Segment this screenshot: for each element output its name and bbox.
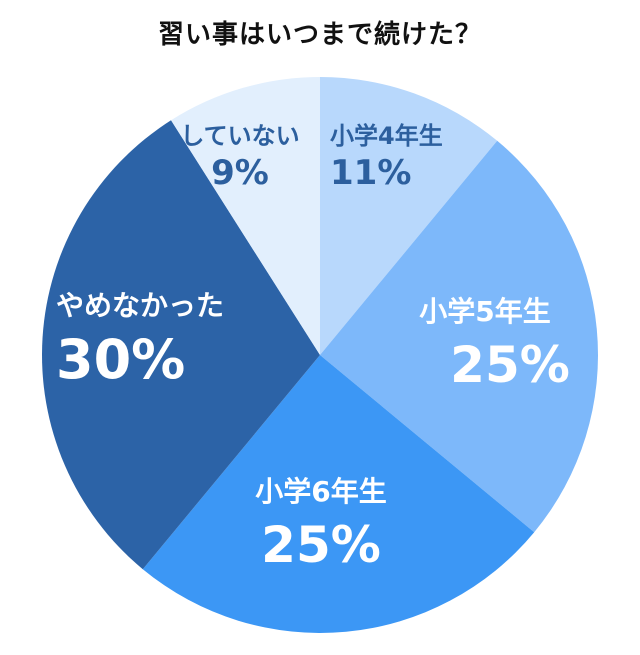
slice-label-grade4: 小学4年生 11% bbox=[330, 116, 462, 193]
slice-grade5 bbox=[320, 140, 598, 533]
slice-label-not-doing: していない 9% bbox=[170, 116, 310, 193]
slice-category: 小学6年生 bbox=[255, 475, 387, 508]
slice-category: 小学5年生 bbox=[419, 295, 551, 328]
slice-did-not-quit bbox=[42, 120, 320, 570]
chart-title: 習い事はいつまで続けた？ bbox=[157, 20, 482, 50]
slice-label-grade5: 小学5年生 25% bbox=[400, 290, 570, 394]
slice-percent: 11% bbox=[330, 153, 412, 193]
slice-label-grade6: 小学6年生 25% bbox=[236, 470, 406, 574]
slice-not-doing bbox=[171, 77, 320, 355]
slice-category: していない bbox=[180, 122, 300, 150]
slice-percent: 25% bbox=[261, 516, 381, 574]
slice-category: 小学4年生 bbox=[330, 122, 443, 150]
slice-category: やめなかった bbox=[56, 289, 225, 322]
slice-percent: 25% bbox=[450, 336, 570, 394]
slice-label-did-not-quit: やめなかった 30% bbox=[56, 284, 276, 391]
slice-percent: 30% bbox=[56, 328, 186, 391]
slice-grade4 bbox=[320, 77, 498, 355]
slice-percent: 9% bbox=[211, 153, 269, 193]
slice-grade6 bbox=[142, 355, 535, 633]
